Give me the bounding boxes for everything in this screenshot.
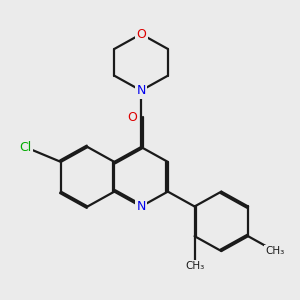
Text: CH₃: CH₃ (185, 261, 204, 271)
Text: O: O (127, 111, 137, 124)
Text: O: O (136, 28, 146, 40)
Text: CH₃: CH₃ (265, 246, 284, 256)
Text: N: N (136, 84, 146, 97)
Text: N: N (136, 200, 146, 213)
Text: Cl: Cl (19, 140, 31, 154)
